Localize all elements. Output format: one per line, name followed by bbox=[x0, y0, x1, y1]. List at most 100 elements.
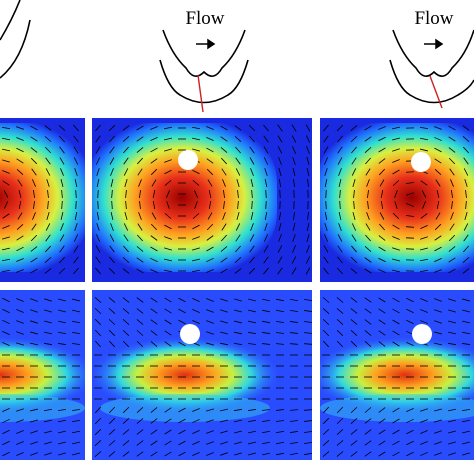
velocity-vector bbox=[2, 429, 10, 435]
velocity-vector bbox=[278, 211, 282, 221]
velocity-vector bbox=[30, 246, 38, 252]
velocity-vector bbox=[350, 330, 358, 336]
velocity-vector bbox=[178, 341, 186, 347]
velocity-vector bbox=[350, 125, 358, 131]
velocity-vector bbox=[336, 329, 344, 337]
velocity-vector bbox=[30, 320, 38, 324]
arrowhead bbox=[435, 38, 444, 50]
velocity-vector bbox=[322, 329, 330, 337]
velocity-vector bbox=[378, 269, 386, 273]
velocity-vector bbox=[378, 235, 386, 241]
velocity-vector bbox=[462, 452, 470, 456]
velocity-vector bbox=[434, 258, 442, 262]
velocity-vector bbox=[46, 179, 50, 187]
velocity-vector bbox=[434, 223, 442, 231]
velocity-vector bbox=[45, 223, 51, 231]
velocity-vector bbox=[45, 157, 51, 165]
velocity-vector bbox=[138, 179, 142, 187]
velocity-vector bbox=[405, 171, 415, 173]
velocity-vector bbox=[278, 157, 282, 165]
velocity-vector bbox=[95, 146, 101, 154]
velocity-vector bbox=[44, 298, 52, 302]
velocity-vector bbox=[364, 341, 372, 347]
velocity-vector bbox=[250, 179, 254, 187]
velocity-vector bbox=[110, 179, 114, 187]
velocity-vector bbox=[194, 201, 198, 209]
velocity-vector bbox=[150, 158, 158, 164]
velocity-vector bbox=[392, 440, 400, 446]
velocity-vector bbox=[192, 247, 200, 251]
velocity-vector bbox=[47, 189, 49, 199]
velocity-vector bbox=[339, 189, 341, 199]
velocity-vector bbox=[110, 223, 114, 231]
velocity-vector bbox=[448, 331, 456, 335]
velocity-vector bbox=[434, 331, 442, 335]
velocity-vector bbox=[137, 234, 143, 242]
velocity-vector bbox=[122, 451, 130, 457]
flow-arrows bbox=[196, 38, 444, 50]
velocity-vector bbox=[234, 298, 242, 302]
velocity-vector bbox=[58, 452, 66, 456]
velocity-vector bbox=[276, 298, 284, 302]
velocity-vector bbox=[261, 332, 271, 334]
velocity-vector bbox=[275, 343, 285, 345]
velocity-vector bbox=[249, 256, 255, 264]
velocity-vector bbox=[392, 236, 400, 240]
velocity-vector bbox=[164, 297, 172, 303]
velocity-vector bbox=[220, 246, 228, 252]
velocity-vector bbox=[164, 236, 172, 240]
velocity-vector bbox=[206, 257, 214, 263]
velocity-vector bbox=[178, 319, 186, 325]
velocity-vector bbox=[378, 126, 386, 130]
velocity-vector bbox=[124, 212, 128, 220]
velocity-vector bbox=[206, 320, 214, 324]
velocity-vector bbox=[220, 441, 228, 445]
velocity-vector bbox=[150, 308, 158, 314]
velocity-vector bbox=[136, 330, 144, 336]
velocity-vector bbox=[163, 269, 173, 273]
velocity-vector bbox=[2, 159, 10, 163]
velocity-vector bbox=[137, 223, 143, 231]
velocity-vector bbox=[150, 330, 158, 336]
velocity-vector bbox=[248, 309, 256, 313]
velocity-vector bbox=[150, 235, 158, 241]
velocity-vector bbox=[392, 137, 400, 141]
velocity-vector bbox=[463, 157, 469, 165]
velocity-vector bbox=[1, 127, 11, 129]
velocity-vector bbox=[392, 224, 400, 230]
velocity-vector bbox=[364, 330, 372, 336]
velocity-vector bbox=[136, 136, 144, 142]
velocity-panel bbox=[320, 118, 474, 282]
velocity-vector bbox=[58, 298, 66, 302]
velocity-vector bbox=[150, 246, 158, 252]
velocity-vector bbox=[234, 268, 242, 274]
velocity-vector bbox=[136, 246, 144, 252]
velocity-vector bbox=[277, 256, 283, 264]
velocity-vector bbox=[123, 146, 129, 154]
velocity-vector bbox=[234, 136, 242, 142]
velocity-vector bbox=[419, 269, 429, 273]
velocity-vector bbox=[108, 428, 116, 436]
velocity-vector bbox=[406, 203, 414, 207]
velocity-vector bbox=[323, 256, 329, 264]
velocity-vector bbox=[150, 407, 158, 413]
velocity-vector bbox=[419, 258, 429, 262]
velocity-vector bbox=[97, 189, 99, 199]
velocity-vector bbox=[178, 297, 186, 303]
velocity-vector bbox=[45, 234, 51, 242]
velocity-vector bbox=[2, 319, 10, 325]
velocity-vector bbox=[378, 429, 386, 435]
velocity-vector bbox=[394, 190, 398, 198]
velocity-vector bbox=[392, 429, 400, 435]
velocity-vector bbox=[110, 168, 114, 176]
cut-line bbox=[429, 75, 443, 109]
velocity-vector bbox=[406, 440, 414, 446]
velocity-vector bbox=[336, 417, 344, 425]
velocity-vector bbox=[420, 213, 428, 219]
velocity-vector bbox=[336, 429, 344, 435]
velocity-vector bbox=[462, 268, 470, 274]
velocity-vector bbox=[324, 178, 328, 188]
velocity-vector bbox=[278, 178, 282, 188]
velocity-vector bbox=[94, 428, 102, 436]
